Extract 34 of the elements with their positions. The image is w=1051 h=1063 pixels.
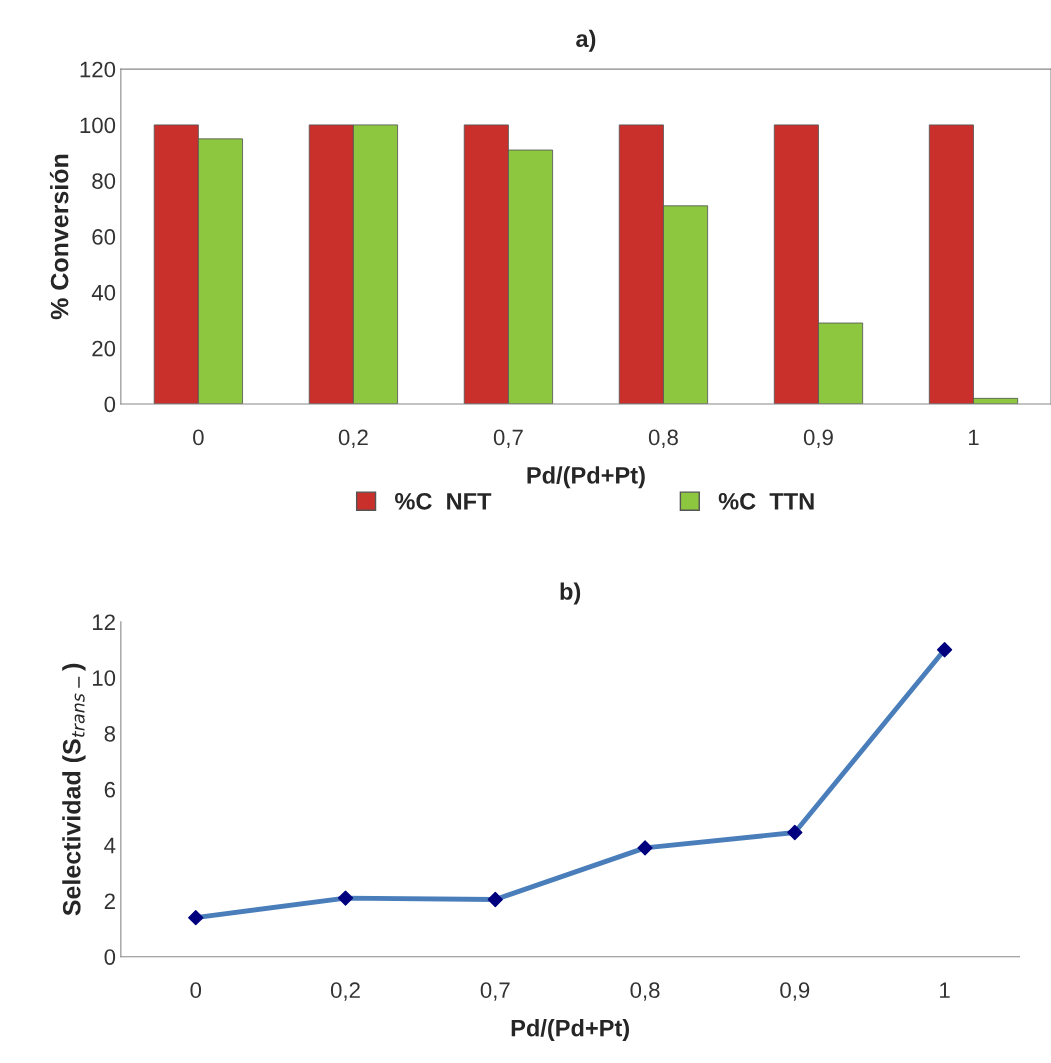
y-axis-title: % Conversión xyxy=(49,154,69,320)
x-axis-title: Pd/(Pd+Pt) xyxy=(527,466,645,489)
y-axis-title: Selectividad (S$_{trans−}$) xyxy=(62,663,86,916)
chart-title: b) xyxy=(560,582,581,605)
x-tick-label: 0 xyxy=(190,982,202,999)
y-tick-label: 12 xyxy=(92,614,115,630)
y-tick-label: 0 xyxy=(104,949,116,965)
y-tick-label: 60 xyxy=(92,229,116,245)
x-tick-label: 0,7 xyxy=(493,429,523,448)
y-tick-label: 6 xyxy=(104,781,116,798)
x-tick-label: 0,2 xyxy=(338,429,368,448)
chart-title: a) xyxy=(576,29,596,52)
y-tick-label: 100 xyxy=(80,117,116,134)
x-tick-label: 0,9 xyxy=(803,429,833,448)
y-tick-label: 40 xyxy=(91,284,116,301)
y-tick-label: 2 xyxy=(104,893,115,909)
x-tick-label: 0,8 xyxy=(648,429,678,448)
y-tick-label: 20 xyxy=(92,340,116,357)
y-tick-label: 4 xyxy=(104,837,116,854)
legend-label: %C NFT xyxy=(395,492,492,510)
y-tick-label: 0 xyxy=(104,396,116,413)
x-tick-label: 0,9 xyxy=(780,982,810,1001)
x-tick-label: 0 xyxy=(193,429,204,446)
legend-label: %C TTN xyxy=(718,492,814,510)
x-axis-title: Pd/(Pd+Pt) xyxy=(511,1019,630,1042)
y-tick-label: 8 xyxy=(104,726,116,742)
y-tick-label: 80 xyxy=(92,173,116,189)
x-tick-label: 0,2 xyxy=(330,982,360,1001)
x-tick-label: 1 xyxy=(940,982,950,998)
x-tick-label: 1 xyxy=(969,429,979,446)
y-tick-label: 10 xyxy=(92,670,116,686)
x-tick-label: 0,7 xyxy=(480,982,510,1001)
x-tick-label: 0,8 xyxy=(630,982,660,1001)
y-tick-label: 120 xyxy=(80,61,116,78)
